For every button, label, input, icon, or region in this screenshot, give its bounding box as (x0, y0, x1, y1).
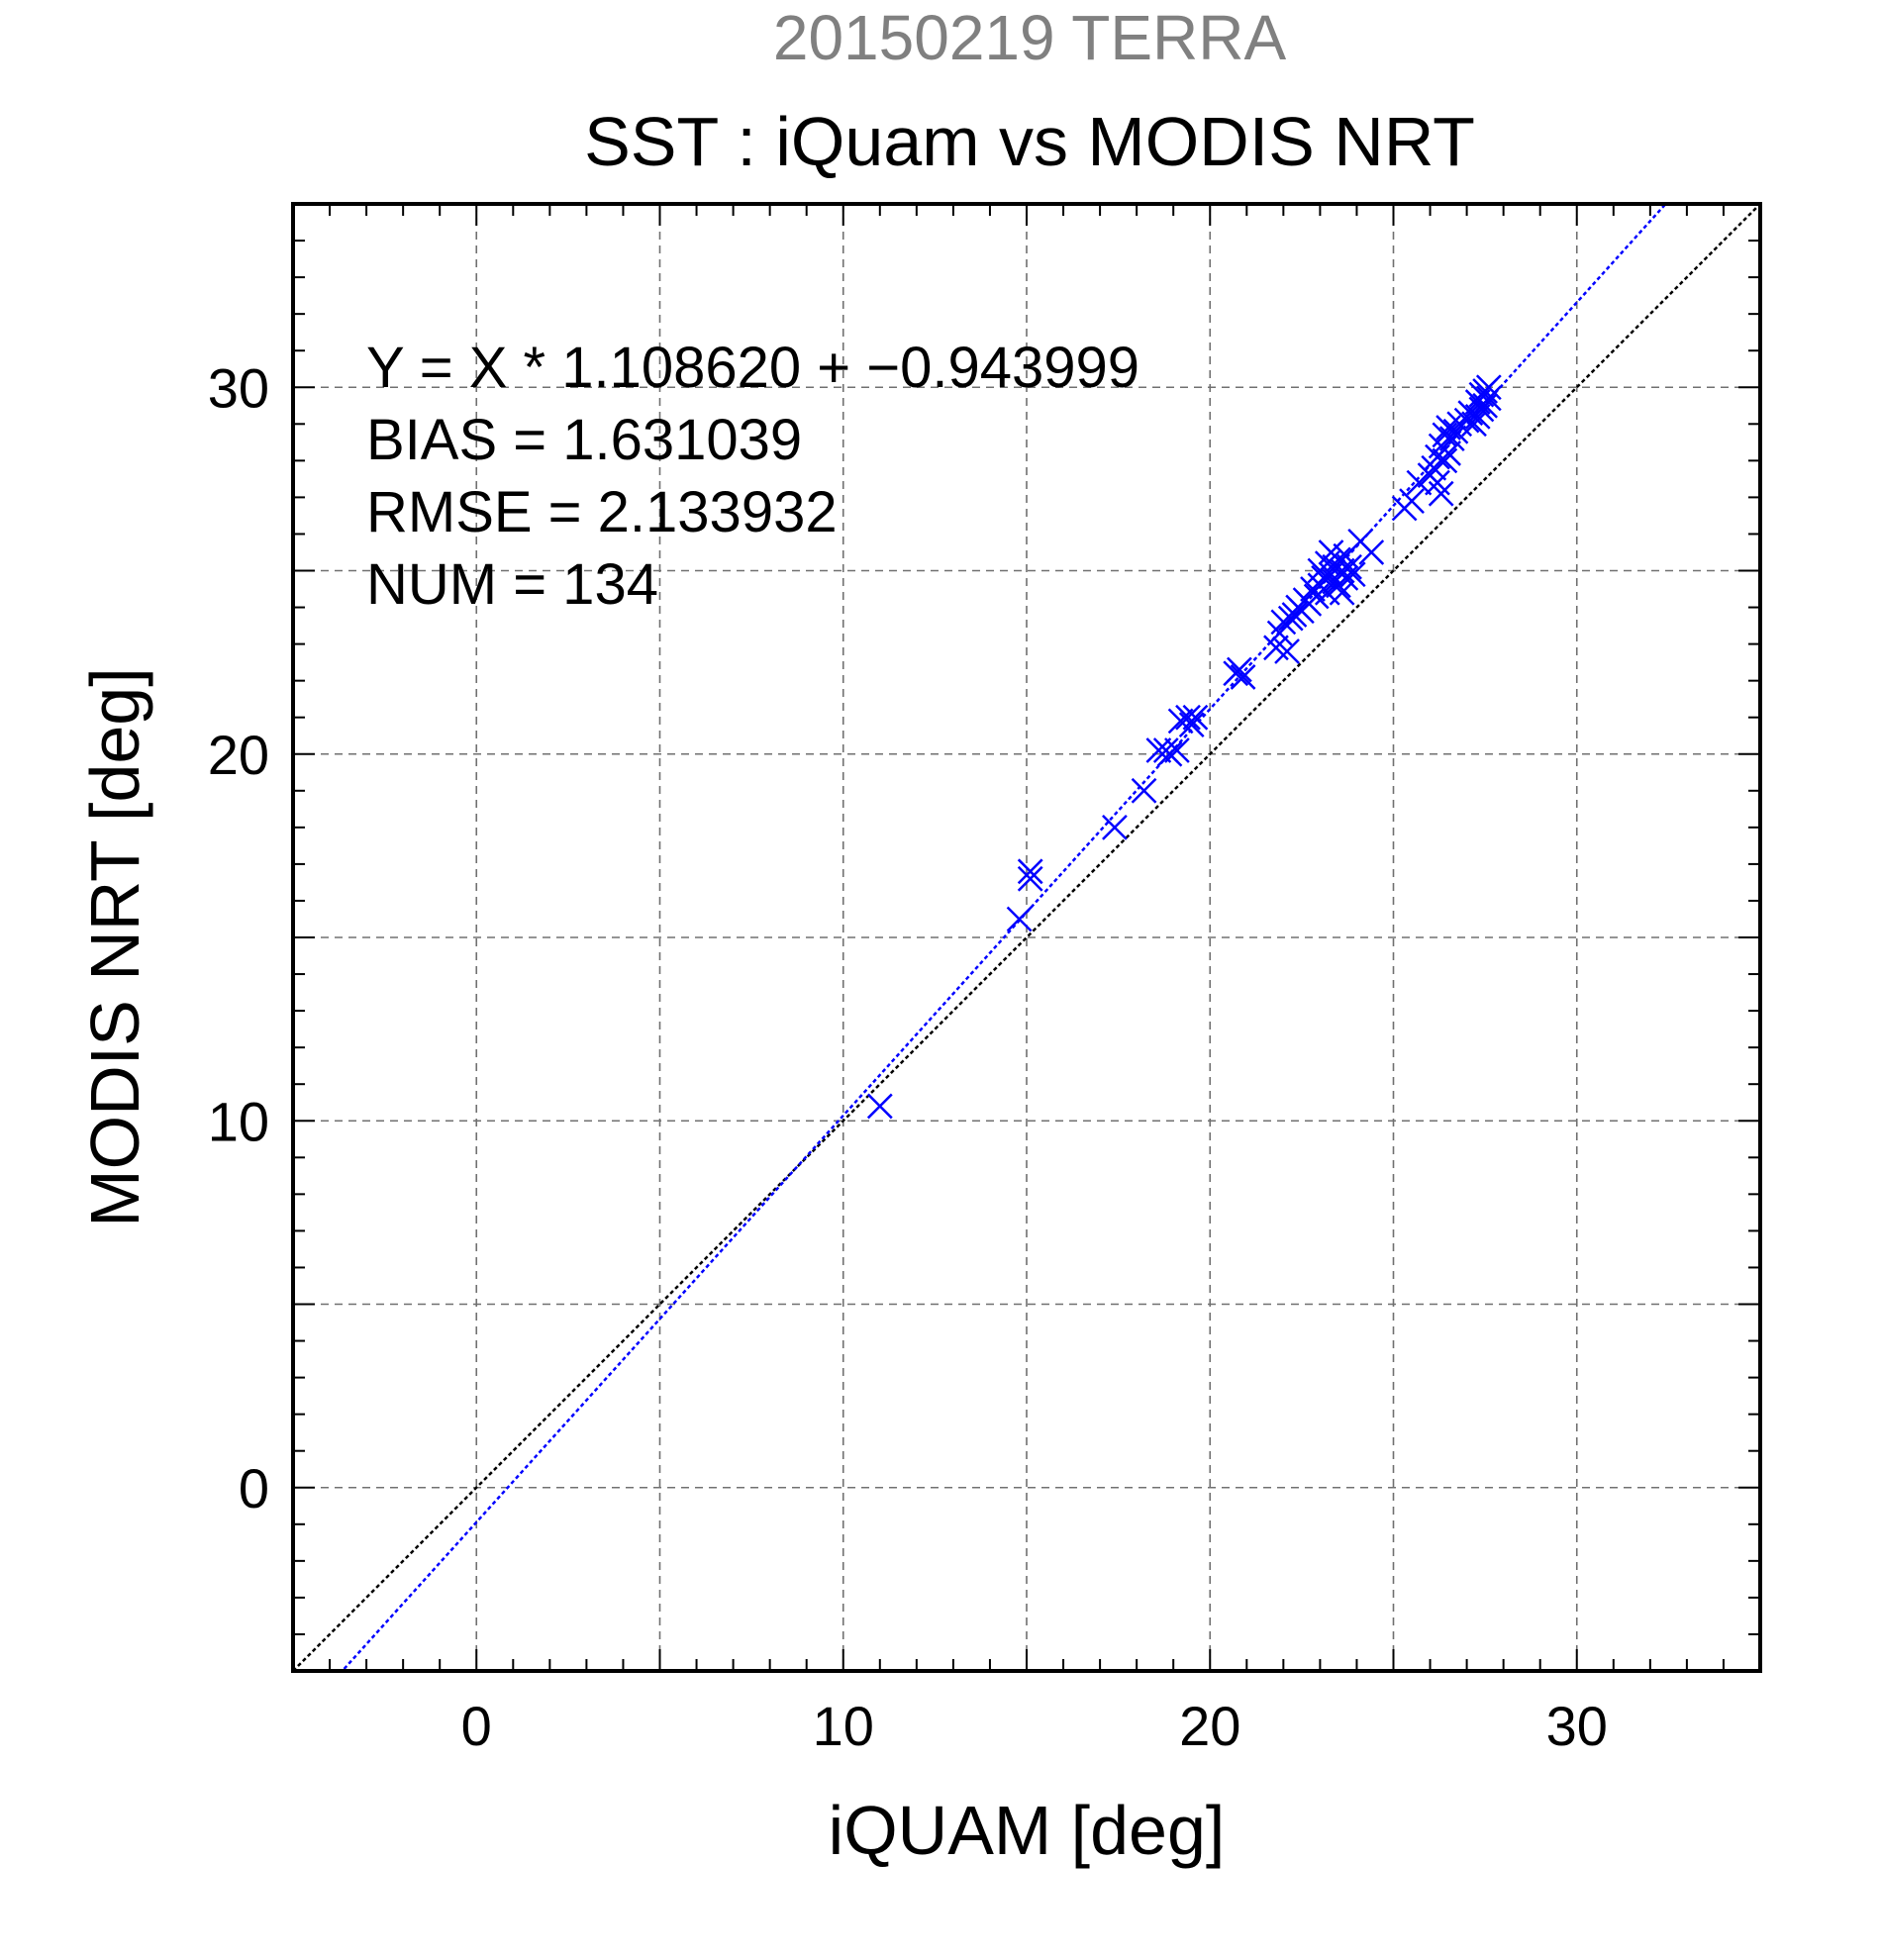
data-point (1399, 488, 1425, 514)
stats-annotation: Y = X * 1.108620 + −0.943999 BIAS = 1.63… (366, 336, 1139, 617)
y-tick-label: 0 (239, 1457, 269, 1519)
x-axis-label: iQUAM [deg] (829, 1792, 1226, 1869)
data-points (866, 374, 1502, 1120)
stats-fit-equation: Y = X * 1.108620 + −0.943999 (366, 336, 1139, 400)
data-point (1182, 704, 1209, 731)
data-point (1006, 906, 1033, 932)
data-point (1329, 579, 1355, 606)
x-tick-label: 0 (461, 1695, 492, 1757)
data-point (1281, 602, 1308, 628)
data-point (1438, 426, 1465, 452)
chart-title: 20150219 TERRA (773, 2, 1287, 73)
data-point (1464, 404, 1491, 430)
stats-num: NUM = 134 (366, 552, 658, 617)
identity-line (293, 204, 1760, 1671)
x-tick-label: 30 (1546, 1695, 1608, 1757)
data-point (1436, 441, 1461, 466)
chart-subtitle: SST : iQuam vs MODIS NRT (584, 103, 1475, 180)
data-point (1230, 664, 1256, 690)
grid (293, 204, 1760, 1671)
y-axis-label: MODIS NRT [deg] (76, 667, 153, 1226)
data-point (1475, 385, 1502, 412)
x-tick-label: 10 (813, 1695, 874, 1757)
data-point (1164, 737, 1190, 763)
data-point (1432, 447, 1458, 474)
data-point (1017, 858, 1043, 885)
data-point (1102, 814, 1128, 840)
y-tick-label: 10 (208, 1090, 269, 1152)
plot-frame (291, 202, 1762, 1673)
data-point (1461, 411, 1487, 438)
x-tick-label: 20 (1179, 1695, 1240, 1757)
y-tick-label: 20 (208, 724, 269, 786)
data-point (1175, 704, 1201, 731)
data-point (1178, 712, 1205, 737)
data-point (1227, 656, 1252, 683)
stats-bias: BIAS = 1.631039 (366, 408, 802, 472)
stats-rmse: RMSE = 2.133932 (366, 480, 838, 544)
data-point (1156, 740, 1183, 767)
data-point (1131, 777, 1157, 804)
data-point (1339, 561, 1366, 588)
data-point (1336, 553, 1362, 580)
data-point (1428, 480, 1454, 507)
x-tick-labels: 0 10 20 30 (461, 1695, 1608, 1757)
data-point (1274, 638, 1300, 664)
data-point (1017, 865, 1043, 892)
data-point (866, 1093, 893, 1120)
data-point (1358, 539, 1385, 565)
y-tick-labels: 0 10 20 30 (208, 356, 269, 1519)
y-tick-label: 30 (208, 356, 269, 419)
data-point (1475, 374, 1502, 401)
